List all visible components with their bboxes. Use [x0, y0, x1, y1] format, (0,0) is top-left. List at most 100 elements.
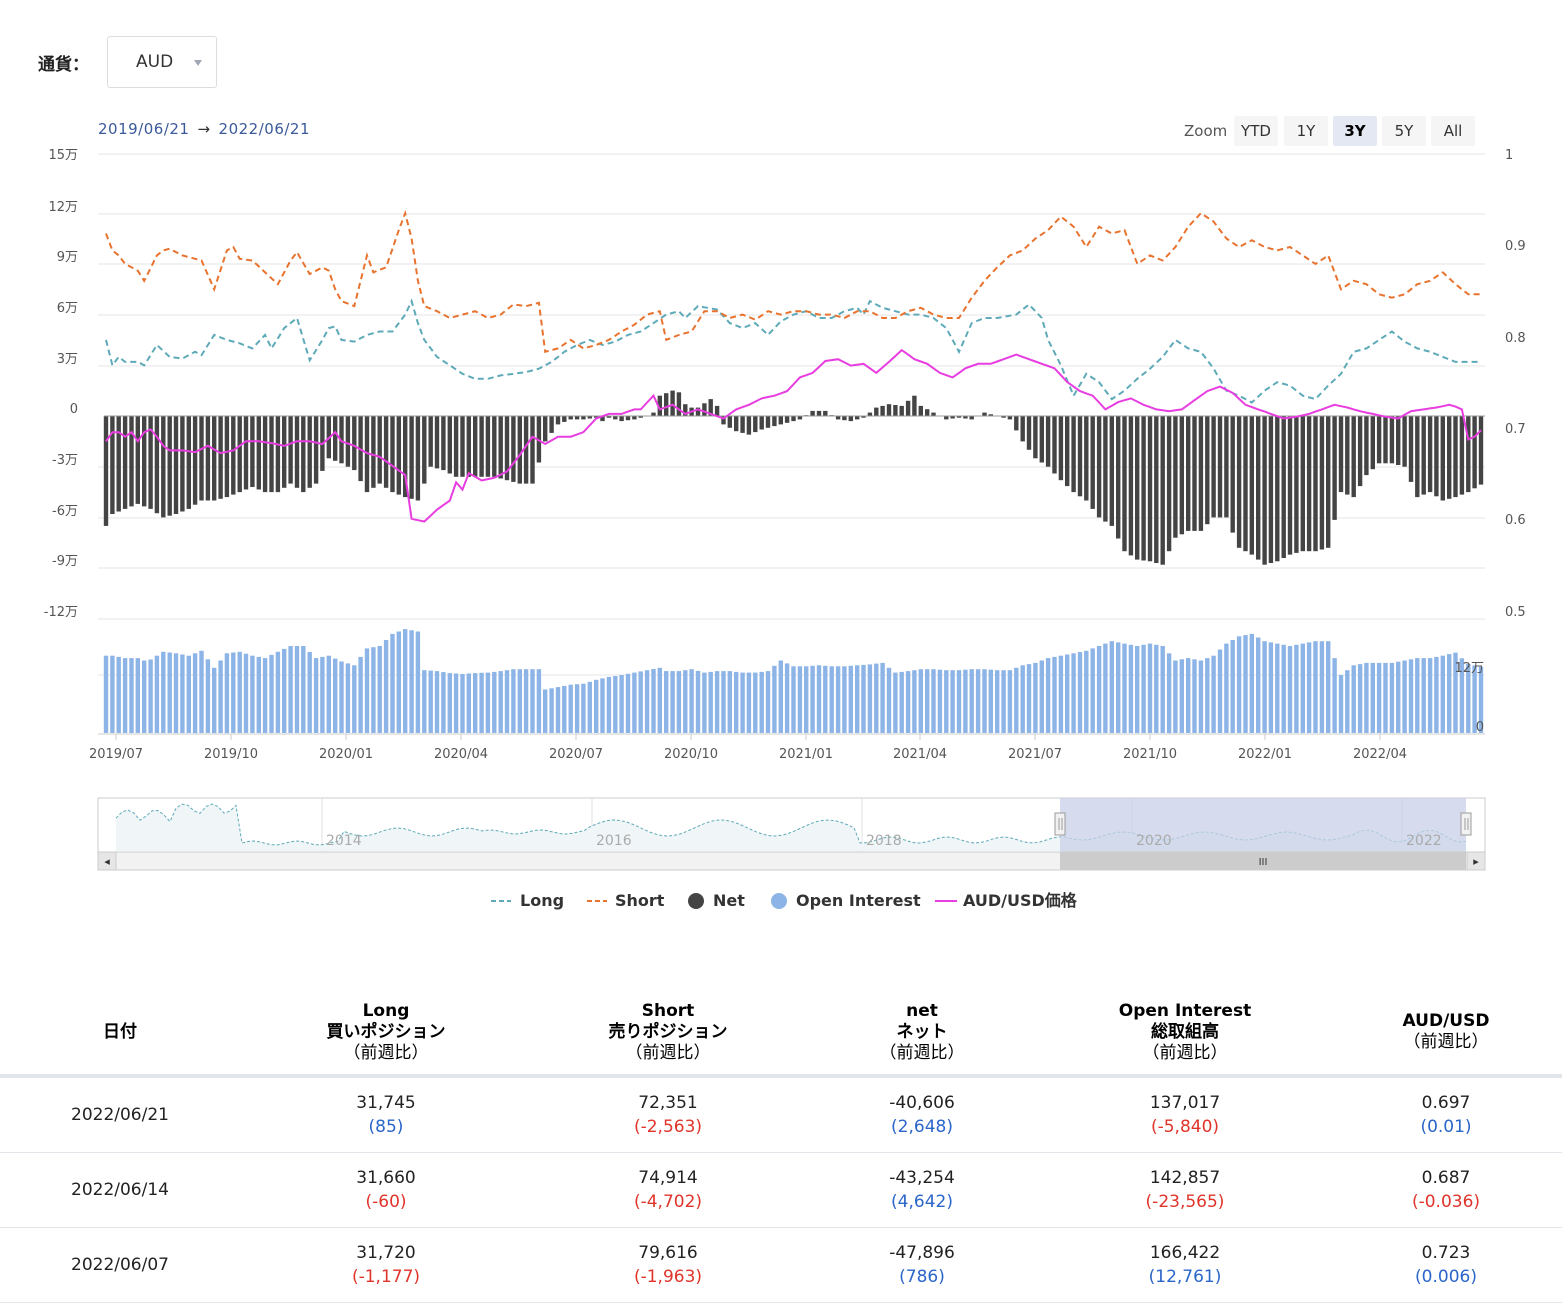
net-bar — [931, 412, 936, 416]
cell-price: 0.687 (-0.036) — [1330, 1152, 1562, 1228]
net-bar — [282, 416, 287, 488]
cell-open-interest: 137,017 (-5,840) — [1040, 1076, 1330, 1153]
oi-bar — [714, 671, 720, 733]
oi-bar — [371, 647, 376, 733]
range-from[interactable]: 2019/06/21 — [98, 120, 190, 138]
oi-bar — [364, 648, 370, 733]
oi-bar — [504, 670, 510, 733]
cell-date: 2022/06/14 — [0, 1152, 240, 1228]
zoom-5y-button[interactable]: 5Y — [1382, 116, 1426, 146]
cell-short: 72,351 (-2,563) — [532, 1076, 804, 1153]
net-bar — [288, 416, 293, 484]
zoom-all-button[interactable]: All — [1431, 116, 1475, 146]
range-to[interactable]: 2022/06/21 — [218, 120, 311, 138]
oi-bar — [1396, 661, 1401, 733]
oi-bar — [963, 669, 968, 733]
oi-bar — [1415, 658, 1420, 733]
net-bar — [250, 416, 255, 487]
oi-bar — [931, 669, 936, 733]
oi-bar — [1065, 654, 1070, 733]
net-bar — [568, 416, 573, 420]
oi-bar — [1370, 662, 1375, 733]
scroll-left-button[interactable] — [97, 851, 117, 871]
net-bar — [950, 416, 955, 419]
navigator[interactable]: 2014 2016 2018 2020 2022 III ◂ ▸ — [97, 797, 1486, 871]
net-bar — [1466, 416, 1471, 493]
oi-bar — [186, 655, 191, 733]
zoom-3y-button[interactable]: 3Y — [1333, 116, 1377, 146]
oi-bar — [676, 671, 682, 733]
oi-bar — [867, 664, 873, 733]
net-bar — [1211, 416, 1216, 518]
scrollbar-thumb[interactable] — [1060, 852, 1466, 870]
oi-bar — [657, 667, 662, 734]
oi-bar — [1351, 665, 1356, 733]
oi-bar — [307, 652, 312, 733]
oi-bar — [1447, 654, 1452, 733]
net-bar — [1453, 416, 1458, 498]
net-bar — [142, 416, 147, 507]
net-bar — [492, 416, 497, 477]
zoom-ytd-button[interactable]: YTD — [1234, 116, 1278, 146]
net-bar — [1364, 416, 1369, 476]
scroll-right-button[interactable] — [1466, 851, 1486, 871]
net-bar — [625, 416, 631, 421]
net-bar — [676, 392, 682, 416]
oi-bar — [1020, 665, 1025, 733]
oi-bar — [759, 671, 764, 733]
oi-bar — [1128, 644, 1134, 733]
net-bar — [453, 416, 459, 477]
net-bar — [1116, 416, 1121, 539]
net-bar — [275, 416, 281, 493]
net-bar — [619, 416, 624, 422]
oi-bar — [116, 656, 121, 733]
oi-bar — [543, 689, 548, 733]
net-bar — [721, 416, 726, 425]
net-bar — [574, 416, 580, 420]
oi-bar — [689, 669, 694, 733]
table-header-row: 日付 Long 買いポジション （前週比） Short 売りポジション （前週比） ne… — [0, 990, 1562, 1076]
oi-bar — [791, 666, 796, 733]
x-tick-label: 2020/10 — [664, 747, 718, 762]
net-bar — [600, 416, 605, 422]
currency-select[interactable]: AUD — [107, 36, 217, 88]
net-bar — [1128, 416, 1134, 556]
navigator-right-handle[interactable] — [1460, 812, 1472, 836]
arrow-left-icon: ◂ — [104, 855, 110, 868]
x-tick-label: 2021/07 — [1008, 747, 1062, 762]
oi-bar — [485, 672, 491, 733]
net-bar — [594, 416, 599, 418]
net-bar — [345, 416, 351, 467]
net-bar — [638, 416, 643, 418]
oi-bar — [231, 652, 236, 733]
zoom-1y-button[interactable]: 1Y — [1284, 116, 1328, 146]
y-tick-label: -12万 — [44, 605, 78, 620]
y2-tick-label: 0.7 — [1505, 422, 1526, 437]
oi-bar — [1122, 643, 1127, 733]
net-bar — [1345, 416, 1350, 495]
net-bar — [212, 416, 217, 501]
navigator-left-handle[interactable] — [1054, 812, 1066, 836]
oi-bar — [523, 669, 529, 733]
navigator-selected-range[interactable] — [1060, 798, 1466, 852]
oi-bar — [842, 666, 847, 733]
net-bar — [1103, 416, 1108, 522]
oi-bar — [383, 640, 389, 733]
oi-bar — [893, 672, 898, 733]
net-bar — [855, 416, 860, 420]
x-tick-label: 2022/01 — [1238, 747, 1292, 762]
oi-bar — [428, 670, 433, 733]
oi-bar — [638, 671, 643, 733]
oi-bar — [1364, 662, 1369, 733]
oi-bar — [1281, 644, 1286, 733]
net-bar — [848, 416, 853, 422]
oi-bar — [1268, 642, 1274, 733]
oi-bar — [1141, 644, 1146, 733]
net-bar — [1472, 416, 1477, 489]
oi-bar — [1211, 655, 1216, 733]
oi-bar — [708, 671, 713, 733]
header-price: AUD/USD （前週比） — [1402, 1011, 1490, 1052]
oi-bar — [1338, 675, 1344, 733]
y-tick-label: -9万 — [52, 554, 78, 569]
x-tick-label: 2022/04 — [1353, 747, 1407, 762]
